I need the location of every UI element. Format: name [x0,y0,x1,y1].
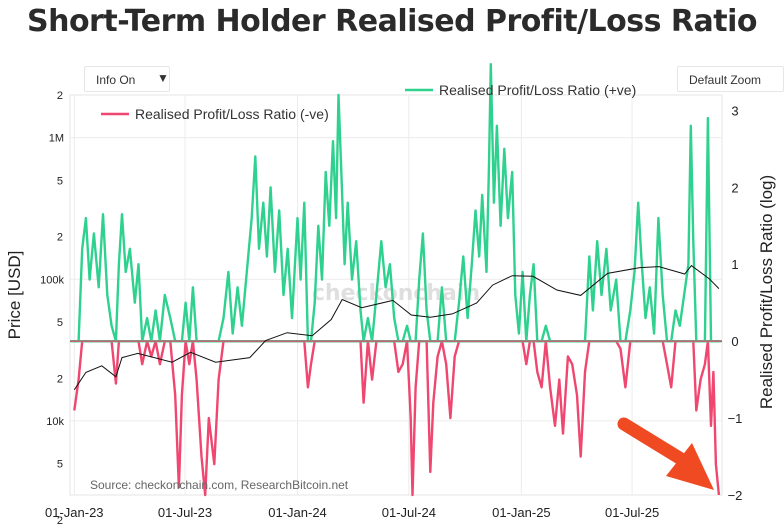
arrow-shaft [617,417,693,469]
left-tick-label: 100k [40,274,64,286]
x-tick-label: 01-Jan-24 [268,505,327,520]
right-tick-label: 1 [731,257,738,272]
arrow-annotation [617,417,714,490]
x-tick-label: 01-Jul-24 [382,505,436,520]
x-axis-ticks: 01-Jan-23 01-Jul-23 01-Jan-24 01-Jul-24 01-J… [45,505,659,520]
legend-negative-label: Realised Profit/Loss Ratio (-ve) [135,106,329,122]
left-tick-label: 2 [57,515,63,525]
right-axis-ticks: −2 −1 0 1 2 3 [728,103,743,503]
right-tick-label: 0 [731,334,738,349]
watermark: checkonchain [312,281,480,306]
chevron-down-icon: ▼ [157,71,169,85]
default-zoom-label: Default Zoom [689,73,762,87]
info-toggle-label: Info On [96,73,136,87]
default-zoom-button[interactable]: Default Zoom [677,66,784,92]
price-line [73,264,720,391]
grid-lines [70,95,722,495]
x-tick-label: 01-Jul-23 [158,505,212,520]
legend-positive-label: Realised Profit/Loss Ratio (+ve) [439,82,636,98]
arrow-head-icon [666,443,714,490]
left-tick-label: 5 [57,317,63,329]
right-tick-label: 2 [731,180,738,195]
legend-positive[interactable]: Realised Profit/Loss Ratio (+ve) [405,82,636,98]
positive-ratio-line [74,63,719,343]
right-tick-label: −2 [728,488,743,503]
left-axis-label: Price [USD] [5,251,24,340]
x-tick-label: 01-Jul-25 [605,505,659,520]
left-tick-label: 5 [57,175,63,187]
left-tick-label: 5 [57,459,63,471]
left-tick-label: 2 [57,373,63,385]
right-tick-label: −1 [728,411,743,426]
left-tick-label: 10k [46,416,64,428]
left-tick-label: 2 [57,232,63,244]
x-tick-label: 01-Jan-23 [45,505,104,520]
legend-negative[interactable]: Realised Profit/Loss Ratio (-ve) [101,106,329,122]
right-axis-label: Realised Profit/Loss Ratio (log) [757,175,776,409]
left-tick-label: 2 [57,90,63,102]
x-tick-label: 01-Jan-25 [492,505,551,520]
info-toggle-button[interactable]: Info On ▼ [84,66,170,92]
right-tick-label: 3 [731,103,738,118]
left-tick-label: 1M [49,133,64,145]
chart-title: Short-Term Holder Realised Profit/Loss R… [26,4,758,39]
source-note: Source: checkonchain.com, ResearchBitcoi… [90,478,349,492]
left-axis-ticks: 2 5 10k 2 5 100k 2 5 1M 2 [40,90,64,525]
